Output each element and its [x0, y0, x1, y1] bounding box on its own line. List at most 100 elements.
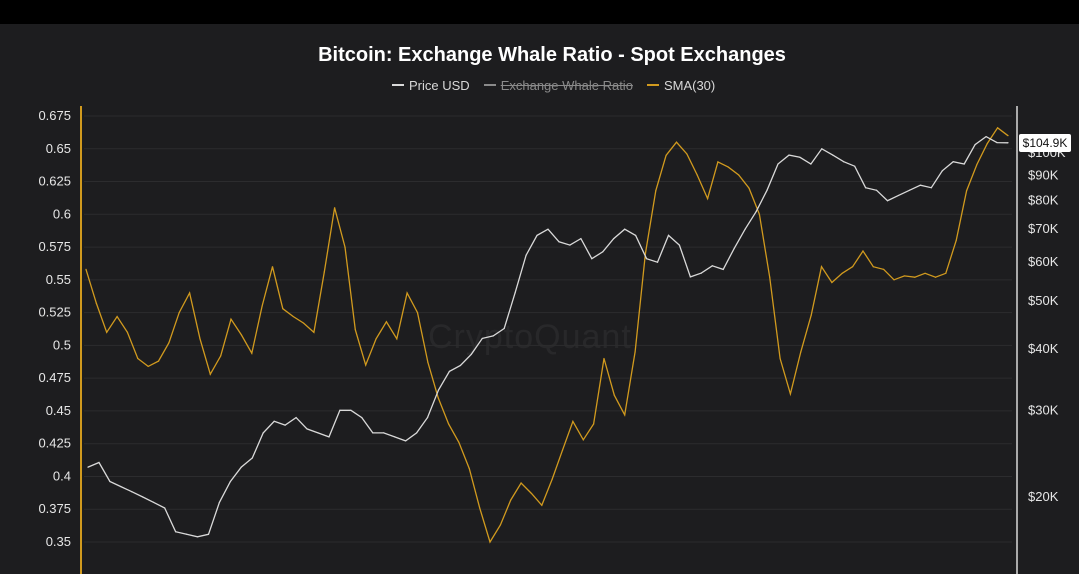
price-point [777, 163, 779, 165]
price-point [514, 292, 516, 294]
left-tick-label: 0.475 [38, 370, 71, 385]
price-point [229, 480, 231, 483]
price-point [930, 187, 932, 189]
sma30-point [126, 331, 129, 333]
sma30-point [841, 272, 843, 274]
sma30-point [561, 449, 564, 451]
sma30-point [406, 292, 408, 294]
sma30-point [271, 266, 274, 268]
sma30-point [914, 276, 916, 278]
price-point [251, 457, 253, 459]
sma30-point [334, 207, 336, 209]
sma30-point [986, 142, 988, 145]
sma30-point [769, 276, 771, 278]
price-point [153, 501, 155, 504]
price-point [405, 440, 407, 442]
sma30-point [738, 174, 740, 176]
sma30-point [437, 397, 439, 399]
sma30-point [416, 312, 419, 314]
price-point [164, 507, 166, 509]
sma30-point [965, 190, 968, 192]
left-tick-label: 0.4 [53, 468, 71, 483]
price-point [273, 420, 275, 422]
sma30-point [168, 342, 170, 344]
sma30-point [955, 239, 957, 242]
sma30-point [499, 524, 501, 526]
sma30-point [945, 272, 947, 274]
price-point [897, 194, 900, 197]
sma30-point [675, 141, 678, 143]
sma30-point [199, 338, 201, 340]
sma30-point [934, 276, 937, 278]
sma30-point [800, 351, 802, 353]
price-point [821, 148, 823, 150]
sma30-point [313, 331, 315, 333]
sma30-point [831, 281, 833, 284]
left-tick-label: 0.675 [38, 108, 71, 123]
price-point [131, 491, 133, 493]
price-point [536, 234, 538, 237]
price-point [843, 161, 845, 163]
sma30-point [593, 423, 595, 425]
price-point [591, 258, 593, 260]
price-point [306, 428, 308, 430]
price-point [985, 135, 987, 138]
sma30-point [520, 482, 522, 484]
legend-label-price: Price USD [409, 77, 470, 93]
right-tick-label: $20K [1028, 489, 1059, 504]
sma30-point [251, 352, 253, 354]
sma30-point [427, 361, 429, 364]
price-point [744, 228, 746, 230]
sma30-point [644, 253, 647, 255]
sma30-point [665, 154, 667, 156]
sma30-point [385, 321, 388, 323]
price-point [196, 536, 199, 538]
price-point [875, 189, 878, 191]
left-axis-ticks: 0.675 0.65 0.625 0.6 0.575 0.55 0.525 0.5 0.475 0… [38, 108, 71, 549]
legend-item-whale-ratio[interactable]: Exchange Whale Ratio [483, 78, 633, 93]
legend-swatch-whale-ratio [483, 84, 496, 86]
sma30-point [706, 197, 709, 200]
sma30-point [903, 275, 906, 277]
sma30-point [541, 504, 543, 506]
sma30-point [924, 272, 926, 274]
price-point [766, 189, 768, 191]
sma30-point [748, 187, 750, 189]
price-point [580, 237, 582, 240]
sma30-point [820, 266, 823, 268]
price-point [295, 416, 297, 419]
sma30-point [686, 153, 688, 155]
sma30-point [282, 308, 284, 310]
price-point [558, 241, 560, 243]
sma30-point [893, 279, 895, 281]
price-point [547, 228, 549, 230]
price-point [120, 485, 122, 488]
price-point [755, 211, 757, 213]
left-tick-label: 0.525 [38, 305, 71, 320]
price-point [142, 496, 144, 498]
sma30-point [178, 312, 180, 314]
price-point [952, 161, 954, 163]
price-point [941, 170, 943, 172]
sma30-point [354, 329, 356, 331]
watermark: CryptoQuant [428, 318, 632, 356]
legend-swatch-sma30 [646, 84, 659, 86]
sma30-point [157, 360, 160, 362]
legend-item-price[interactable]: Price USD [392, 78, 470, 93]
sma30-point [976, 163, 978, 166]
gridlines [84, 115, 1012, 543]
price-point [339, 409, 341, 411]
price-point [492, 335, 494, 337]
sma30-point [603, 357, 605, 360]
price-point [481, 337, 483, 340]
price-point [624, 228, 626, 230]
price-point [98, 461, 100, 464]
sma30-point [613, 394, 615, 396]
sma30-point [862, 250, 864, 252]
price-point [207, 533, 210, 535]
price-point [974, 144, 976, 146]
right-tick-label: $90K [1028, 168, 1059, 183]
legend-item-sma30[interactable]: SMA(30) [646, 78, 715, 93]
price-point [700, 272, 702, 274]
price-point [361, 416, 363, 419]
